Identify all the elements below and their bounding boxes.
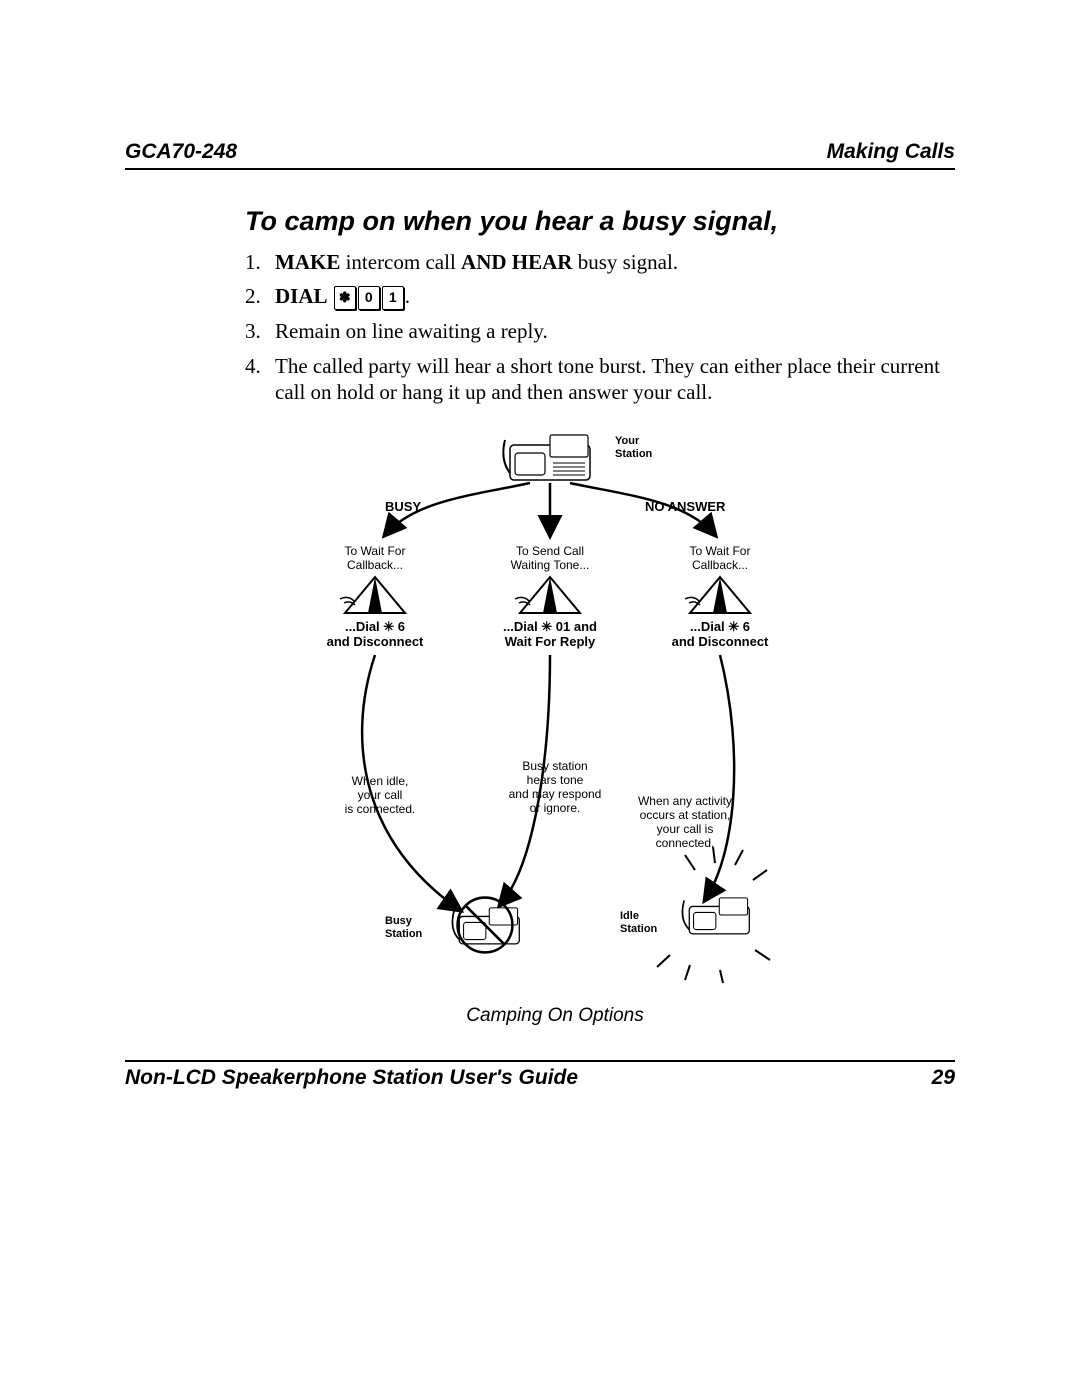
step-number: 4. bbox=[245, 353, 275, 406]
step-body: Remain on line awaiting a reply. bbox=[275, 318, 955, 344]
idle-phone-icon bbox=[665, 885, 765, 945]
col3-top: To Wait ForCallback... bbox=[670, 545, 770, 573]
step-body: The called party will hear a short tone … bbox=[275, 353, 955, 406]
step-bold2: AND HEAR bbox=[461, 250, 572, 274]
busy-station-label: BusyStation bbox=[385, 915, 435, 940]
col1-top: To Wait ForCallback... bbox=[330, 545, 420, 573]
step-3: 3. Remain on line awaiting a reply. bbox=[245, 318, 955, 344]
page-footer: Non-LCD Speakerphone Station User's Guid… bbox=[125, 1060, 955, 1090]
footer-left: Non-LCD Speakerphone Station User's Guid… bbox=[125, 1066, 578, 1090]
no-answer-label: NO ANSWER bbox=[645, 500, 725, 515]
step-bold: DIAL bbox=[275, 284, 328, 308]
tent-icon bbox=[685, 575, 755, 615]
keycap-1: 1 bbox=[382, 286, 404, 310]
step-2: 2. DIAL ✽01. bbox=[245, 283, 955, 310]
busy-label: BUSY bbox=[385, 500, 421, 515]
col1-result: When idle,your callis connected. bbox=[335, 775, 425, 816]
col1-action: ...Dial ✳ 6and Disconnect bbox=[315, 620, 435, 650]
step-body: MAKE intercom call AND HEAR busy signal. bbox=[275, 249, 955, 275]
col3-result: When any activityoccurs at station,your … bbox=[625, 795, 745, 850]
page-header: GCA70-248 Making Calls bbox=[125, 140, 955, 170]
step-text: . bbox=[405, 284, 410, 308]
step-4: 4. The called party will hear a short to… bbox=[245, 353, 955, 406]
section-title: To camp on when you hear a busy signal, bbox=[245, 206, 955, 237]
step-text2: busy signal. bbox=[572, 250, 678, 274]
step-number: 1. bbox=[245, 249, 275, 275]
tent-icon bbox=[340, 575, 410, 615]
step-text: intercom call bbox=[340, 250, 461, 274]
step-body: DIAL ✽01. bbox=[275, 283, 955, 310]
col2-top: To Send CallWaiting Tone... bbox=[500, 545, 600, 573]
col3-action: ...Dial ✳ 6and Disconnect bbox=[655, 620, 785, 650]
footer-right: 29 bbox=[932, 1066, 955, 1090]
keycap-star: ✽ bbox=[334, 286, 356, 310]
col2-action: ...Dial ✳ 01 andWait For Reply bbox=[485, 620, 615, 650]
busy-phone-icon bbox=[435, 895, 535, 955]
step-number: 2. bbox=[245, 283, 275, 310]
idle-station-label: IdleStation bbox=[620, 910, 670, 935]
diagram-caption: Camping On Options bbox=[275, 1005, 835, 1027]
header-right: Making Calls bbox=[827, 140, 955, 164]
col2-result: Busy stationhears toneand may respondor … bbox=[500, 760, 610, 815]
tent-icon bbox=[515, 575, 585, 615]
step-bold: MAKE bbox=[275, 250, 340, 274]
step-1: 1. MAKE intercom call AND HEAR busy sign… bbox=[245, 249, 955, 275]
step-number: 3. bbox=[245, 318, 275, 344]
camping-diagram: YourStation bbox=[275, 425, 835, 995]
steps-list: 1. MAKE intercom call AND HEAR busy sign… bbox=[245, 249, 955, 405]
header-left: GCA70-248 bbox=[125, 140, 237, 164]
keycap-0: 0 bbox=[358, 286, 380, 310]
